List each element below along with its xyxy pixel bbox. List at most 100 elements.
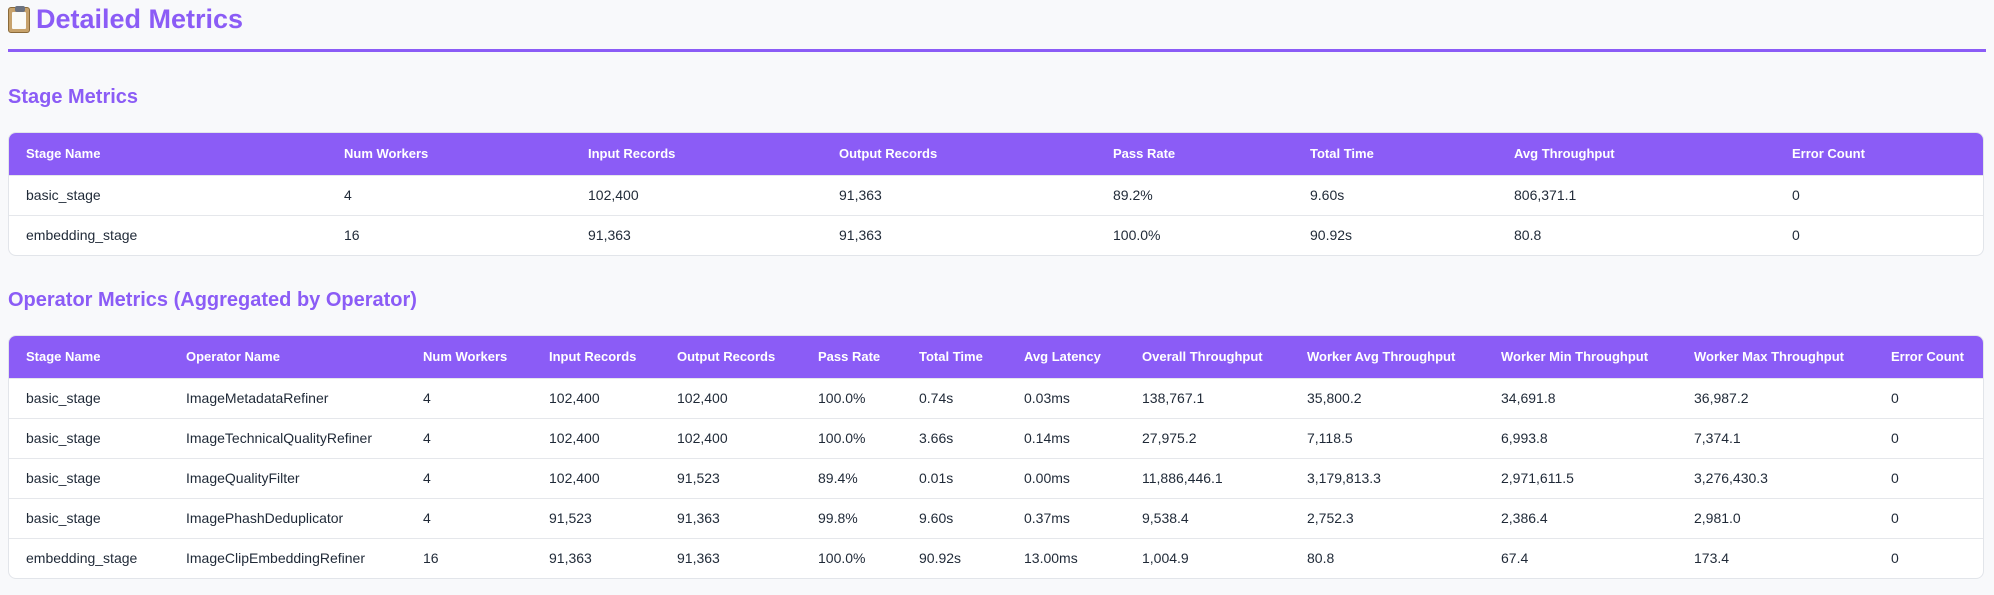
stage-cell-error-count: 0 [1775,214,1983,255]
stage-metrics-table: Stage Name Num Workers Input Records Output… [8,132,1984,256]
stage-header-total-time: Total Time [1310,146,1374,162]
operator-cell-avg-latency: 0.00ms [1007,457,1125,498]
stage-cell-input-records: 91,363 [571,214,822,255]
operator-header-total-time: Total Time [919,349,983,365]
stage-cell-avg-throughput: 806,371.1 [1497,174,1775,215]
operator-cell-num-workers: 4 [406,377,532,418]
stage-header-output-records: Output Records [839,146,938,162]
operator-cell-num-workers: 4 [406,497,532,538]
operator-cell-worker-min-throughput: 67.4 [1484,537,1677,578]
stage-header-stage-name: Stage Name [26,146,101,162]
stage-header-num-workers: Num Workers [344,146,429,162]
operator-cell-num-workers: 4 [406,457,532,498]
operator-cell-worker-avg-throughput: 3,179,813.3 [1290,457,1484,498]
operator-cell-avg-latency: 0.14ms [1007,417,1125,458]
stage-cell-total-time: 90.92s [1293,214,1497,255]
operator-cell-input-records: 91,523 [532,497,660,538]
operator-cell-total-time: 90.92s [902,537,1007,578]
operator-cell-overall-throughput: 27,975.2 [1125,417,1290,458]
operator-header-stage-name: Stage Name [26,349,101,365]
stage-header-avg-throughput: Avg Throughput [1514,146,1615,162]
operator-cell-num-workers: 4 [406,417,532,458]
operator-cell-stage-name: basic_stage [9,497,169,538]
operator-header-worker-min-throughput: Worker Min Throughput [1501,349,1649,365]
operator-header-worker-avg-throughput: Worker Avg Throughput [1307,349,1456,365]
operator-cell-error-count: 0 [1874,417,1983,458]
stage-cell-output-records: 91,363 [822,214,1096,255]
operator-cell-overall-throughput: 9,538.4 [1125,497,1290,538]
operator-cell-total-time: 9.60s [902,497,1007,538]
operator-cell-input-records: 102,400 [532,377,660,418]
operator-cell-stage-name: embedding_stage [9,537,169,578]
stage-cell-output-records: 91,363 [822,174,1096,215]
operator-cell-total-time: 3.66s [902,417,1007,458]
operator-cell-worker-avg-throughput: 35,800.2 [1290,377,1484,418]
operator-cell-error-count: 0 [1874,377,1983,418]
operator-cell-avg-latency: 0.37ms [1007,497,1125,538]
operator-cell-overall-throughput: 138,767.1 [1125,377,1290,418]
stage-header-error-count: Error Count [1792,146,1865,162]
table-row: basic_stage ImageQualityFilter 4 102,400 91,… [9,457,1983,498]
operator-cell-worker-max-throughput: 173.4 [1677,537,1874,578]
operator-metrics-header-row: Stage Name Operator Name Num Workers Input … [9,336,1983,378]
operator-cell-avg-latency: 13.00ms [1007,537,1125,578]
page-header: Detailed Metrics [8,0,1986,52]
operator-cell-operator-name: ImageQualityFilter [169,457,406,498]
operator-cell-error-count: 0 [1874,457,1983,498]
stage-cell-num-workers: 16 [327,214,571,255]
operator-cell-output-records: 102,400 [660,377,801,418]
stage-cell-stage-name: embedding_stage [9,214,327,255]
operator-cell-input-records: 102,400 [532,457,660,498]
operator-cell-pass-rate: 100.0% [801,377,902,418]
operator-cell-stage-name: basic_stage [9,457,169,498]
table-row: basic_stage ImagePhashDeduplicator 4 91,523… [9,497,1983,538]
operator-cell-worker-avg-throughput: 7,118.5 [1290,417,1484,458]
stage-cell-num-workers: 4 [327,174,571,215]
operator-cell-pass-rate: 100.0% [801,417,902,458]
operator-cell-worker-max-throughput: 36,987.2 [1677,377,1874,418]
operator-cell-overall-throughput: 11,886,446.1 [1125,457,1290,498]
operator-header-avg-latency: Avg Latency [1024,349,1101,365]
operator-cell-input-records: 102,400 [532,417,660,458]
operator-cell-pass-rate: 89.4% [801,457,902,498]
operator-cell-worker-max-throughput: 2,981.0 [1677,497,1874,538]
operator-cell-error-count: 0 [1874,537,1983,578]
stage-cell-stage-name: basic_stage [9,174,327,215]
operator-cell-operator-name: ImagePhashDeduplicator [169,497,406,538]
operator-cell-worker-avg-throughput: 80.8 [1290,537,1484,578]
operator-cell-total-time: 0.01s [902,457,1007,498]
operator-cell-avg-latency: 0.03ms [1007,377,1125,418]
clipboard-icon [8,5,30,33]
operator-header-overall-throughput: Overall Throughput [1142,349,1263,365]
operator-cell-worker-min-throughput: 2,386.4 [1484,497,1677,538]
operator-cell-operator-name: ImageMetadataRefiner [169,377,406,418]
operator-header-error-count: Error Count [1891,349,1964,365]
stage-cell-pass-rate: 100.0% [1096,214,1293,255]
operator-cell-input-records: 91,363 [532,537,660,578]
stage-header-pass-rate: Pass Rate [1113,146,1176,162]
table-row: embedding_stage 16 91,363 91,363 100.0% 90.92… [9,214,1983,255]
operator-cell-worker-max-throughput: 3,276,430.3 [1677,457,1874,498]
operator-cell-num-workers: 16 [406,537,532,578]
operator-header-worker-max-throughput: Worker Max Throughput [1694,349,1844,365]
operator-header-input-records: Input Records [549,349,637,365]
stage-cell-avg-throughput: 80.8 [1497,214,1775,255]
operator-cell-stage-name: basic_stage [9,377,169,418]
operator-cell-output-records: 91,363 [660,537,801,578]
table-row: basic_stage ImageTechnicalQualityRefiner 4… [9,417,1983,458]
operator-cell-worker-min-throughput: 6,993.8 [1484,417,1677,458]
operator-cell-output-records: 91,523 [660,457,801,498]
operator-cell-stage-name: basic_stage [9,417,169,458]
operator-cell-overall-throughput: 1,004.9 [1125,537,1290,578]
page-title-text: Detailed Metrics [36,4,244,34]
operator-header-num-workers: Num Workers [423,349,508,365]
stage-cell-pass-rate: 89.2% [1096,174,1293,215]
stage-cell-error-count: 0 [1775,174,1983,215]
operator-header-pass-rate: Pass Rate [818,349,881,365]
stage-header-input-records: Input Records [588,146,676,162]
operator-cell-worker-min-throughput: 34,691.8 [1484,377,1677,418]
stage-metrics-title: Stage Metrics [8,86,139,108]
operator-header-output-records: Output Records [677,349,776,365]
operator-cell-operator-name: ImageClipEmbeddingRefiner [169,537,406,578]
